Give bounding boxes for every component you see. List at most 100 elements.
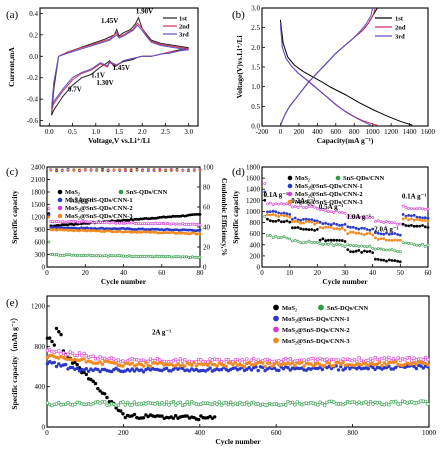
cv-curve-1st	[51, 16, 189, 116]
rate-point-0	[266, 217, 269, 221]
long-cycle-point-0	[160, 414, 164, 418]
rate-point-4	[412, 218, 416, 222]
rate-point-1	[418, 243, 422, 247]
rate-point-0	[324, 239, 328, 243]
long-cycle-point-3	[84, 354, 89, 358]
x-tick-label: 1000	[422, 429, 437, 437]
rate-point-2	[412, 213, 416, 217]
rate-point-0	[351, 250, 355, 254]
rate-point-2	[360, 226, 364, 230]
long-cycle-point-2	[45, 362, 50, 366]
rate-point-1	[349, 243, 352, 247]
legend-label: MoS₂	[295, 175, 310, 182]
rate-point-2	[365, 228, 369, 231]
long-cycle-point-3	[146, 359, 150, 363]
rate-point-0	[382, 258, 386, 262]
panel-label: (a)	[6, 9, 19, 21]
long-cycle-point-4	[384, 363, 389, 367]
rate-point-0	[310, 228, 314, 231]
legend-label: MoS₂@SnS-QDs/CNN-1	[295, 183, 363, 190]
long-cycle-point-1	[219, 403, 224, 407]
long-cycle-point-4	[290, 361, 295, 365]
long-cycle-point-3	[217, 357, 222, 362]
long-cycle-point-2	[123, 369, 128, 373]
rate-point-0	[304, 227, 308, 231]
rate-point-3	[266, 202, 269, 206]
long-cycle-point-4	[169, 362, 173, 366]
long-cycle-point-1	[183, 403, 187, 407]
long-cycle-point-3	[112, 357, 116, 361]
ce-point-3	[158, 167, 162, 171]
ce-point-4	[192, 168, 196, 172]
rate-point-2	[338, 223, 341, 227]
rate-point-0	[409, 223, 413, 227]
rate-point-4	[423, 219, 427, 222]
y2-tick-label: 100	[203, 164, 214, 172]
legend-label: MoS₂@SnS-DQs/CNN-2	[282, 327, 350, 334]
long-cycle-point-1	[252, 400, 256, 405]
long-cycle-point-2	[320, 367, 325, 372]
legend-marker	[287, 191, 293, 197]
long-cycle-point-1	[215, 402, 219, 406]
long-cycle-point-3	[82, 351, 86, 356]
rate-point-4	[285, 214, 289, 218]
legend-marker	[57, 189, 63, 195]
rate-point-3	[285, 202, 289, 206]
capacity-point-4	[198, 232, 202, 236]
legend-label: MoS₂@SnS-QDs/CNN-3	[295, 199, 363, 206]
long-cycle-point-1	[371, 402, 375, 406]
long-cycle-point-4	[394, 360, 398, 364]
long-cycle-point-3	[242, 360, 247, 364]
long-cycle-point-2	[412, 364, 416, 369]
ce-point-4	[66, 168, 70, 172]
rate-point-4	[313, 222, 317, 226]
long-cycle-point-3	[77, 351, 82, 355]
long-cycle-point-2	[343, 366, 347, 371]
long-cycle-point-4	[272, 362, 276, 366]
rate-point-1	[290, 239, 294, 243]
y-axis-label: Specific capacity（mAh g⁻¹）	[9, 313, 19, 409]
rate-point-3	[426, 207, 430, 211]
capacity-point-1	[198, 255, 202, 259]
long-cycle-point-2	[139, 368, 144, 372]
gcd-curve-2nd-charge	[279, 7, 376, 126]
long-cycle-point-1	[96, 400, 100, 404]
long-cycle-point-3	[426, 357, 430, 362]
long-cycle-point-3	[57, 349, 61, 353]
rate-point-4	[346, 232, 350, 236]
rate-point-0	[368, 249, 372, 253]
rate-point-3	[290, 205, 294, 209]
rate-point-3	[338, 211, 341, 214]
long-cycle-point-3	[366, 358, 370, 362]
rate-point-3	[274, 202, 278, 206]
long-cycle-point-1	[217, 400, 222, 404]
rate-point-4	[299, 221, 303, 225]
x-tick-label: 1.5	[115, 128, 124, 136]
long-cycle-point-3	[183, 357, 187, 362]
rate-point-4	[385, 238, 388, 242]
legend-marker	[287, 199, 293, 205]
x-tick-label: 800	[347, 429, 358, 437]
rate-point-4	[318, 225, 322, 229]
rate-point-0	[282, 220, 286, 224]
rate-point-1	[313, 240, 317, 244]
legend-label: MoS₂@SnS-QDs/CNN-2	[295, 191, 363, 198]
y2-tick-label: 60	[203, 204, 211, 212]
rate-point-4	[368, 231, 372, 235]
rate-point-4	[263, 193, 267, 197]
legend-marker	[273, 326, 279, 333]
y-tick-label: 900	[35, 226, 46, 234]
panel-label: (b)	[232, 9, 245, 21]
rate-point-3	[271, 203, 275, 207]
long-cycle-point-4	[208, 360, 212, 365]
rate-point-0	[393, 259, 397, 263]
long-cycle-point-4	[293, 363, 297, 368]
x-tick-label: 400	[312, 128, 323, 136]
rate-point-4	[266, 213, 269, 217]
long-cycle-point-2	[187, 369, 192, 373]
rate-point-1	[343, 245, 347, 249]
rate-point-1	[404, 241, 408, 245]
long-cycle-point-3	[311, 356, 315, 361]
rate-point-2	[371, 227, 375, 231]
rate-point-3	[362, 215, 366, 219]
